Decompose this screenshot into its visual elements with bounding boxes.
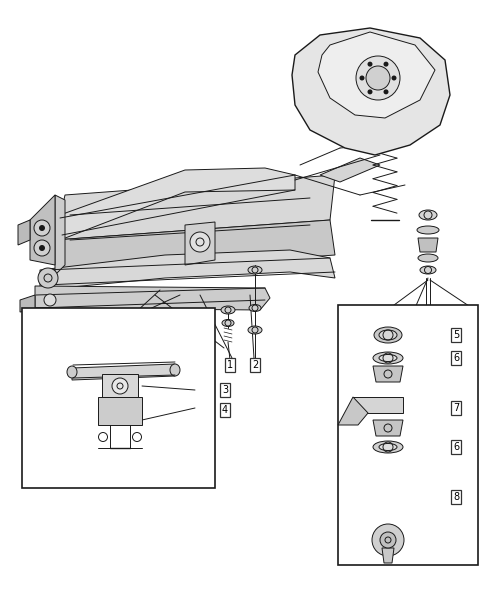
Polygon shape bbox=[55, 175, 334, 240]
Polygon shape bbox=[184, 222, 214, 265]
Text: 8: 8 bbox=[452, 492, 458, 502]
Circle shape bbox=[39, 225, 45, 231]
Text: 5: 5 bbox=[452, 330, 458, 340]
Circle shape bbox=[38, 268, 58, 288]
Ellipse shape bbox=[418, 210, 436, 220]
Circle shape bbox=[359, 75, 364, 81]
Polygon shape bbox=[98, 397, 142, 425]
Circle shape bbox=[383, 62, 388, 67]
Circle shape bbox=[112, 378, 128, 394]
Polygon shape bbox=[40, 250, 334, 290]
Ellipse shape bbox=[378, 444, 396, 451]
Circle shape bbox=[367, 90, 372, 94]
Polygon shape bbox=[318, 32, 434, 118]
Text: 2: 2 bbox=[251, 360, 257, 370]
Polygon shape bbox=[35, 286, 270, 310]
Ellipse shape bbox=[372, 352, 402, 364]
Circle shape bbox=[379, 532, 395, 548]
Polygon shape bbox=[72, 364, 175, 380]
Ellipse shape bbox=[416, 226, 438, 234]
Ellipse shape bbox=[372, 441, 402, 453]
Circle shape bbox=[44, 294, 56, 306]
Polygon shape bbox=[18, 220, 30, 245]
Polygon shape bbox=[102, 374, 138, 397]
Ellipse shape bbox=[222, 319, 233, 326]
Ellipse shape bbox=[248, 305, 260, 312]
Ellipse shape bbox=[170, 364, 180, 376]
Polygon shape bbox=[55, 220, 334, 275]
Circle shape bbox=[371, 524, 403, 556]
Text: 7: 7 bbox=[452, 403, 458, 413]
Circle shape bbox=[383, 90, 388, 94]
Ellipse shape bbox=[67, 366, 77, 378]
Ellipse shape bbox=[419, 266, 435, 274]
Polygon shape bbox=[30, 195, 55, 265]
Circle shape bbox=[39, 245, 45, 251]
Bar bbox=[22, 308, 214, 488]
Polygon shape bbox=[319, 158, 379, 182]
Ellipse shape bbox=[417, 254, 437, 262]
Ellipse shape bbox=[378, 330, 396, 340]
Circle shape bbox=[365, 66, 389, 90]
Circle shape bbox=[34, 240, 50, 256]
Polygon shape bbox=[417, 238, 437, 252]
Text: 3: 3 bbox=[222, 385, 227, 395]
Circle shape bbox=[355, 56, 399, 100]
Polygon shape bbox=[60, 168, 294, 240]
Polygon shape bbox=[381, 548, 393, 563]
Polygon shape bbox=[20, 295, 35, 312]
Circle shape bbox=[391, 75, 396, 81]
Polygon shape bbox=[291, 28, 449, 155]
Circle shape bbox=[190, 232, 210, 252]
Polygon shape bbox=[372, 366, 402, 382]
Text: 4: 4 bbox=[222, 405, 227, 415]
Bar bbox=[337, 305, 477, 565]
Text: 6: 6 bbox=[452, 353, 458, 363]
Ellipse shape bbox=[221, 306, 235, 314]
Text: 6: 6 bbox=[452, 442, 458, 452]
Text: 1: 1 bbox=[227, 360, 233, 370]
Ellipse shape bbox=[378, 355, 396, 362]
Polygon shape bbox=[337, 397, 367, 425]
Ellipse shape bbox=[247, 266, 261, 274]
Ellipse shape bbox=[247, 326, 261, 334]
Polygon shape bbox=[55, 195, 65, 275]
Circle shape bbox=[34, 220, 50, 236]
Polygon shape bbox=[352, 397, 402, 413]
Circle shape bbox=[367, 62, 372, 67]
Ellipse shape bbox=[373, 327, 401, 343]
Polygon shape bbox=[372, 420, 402, 436]
